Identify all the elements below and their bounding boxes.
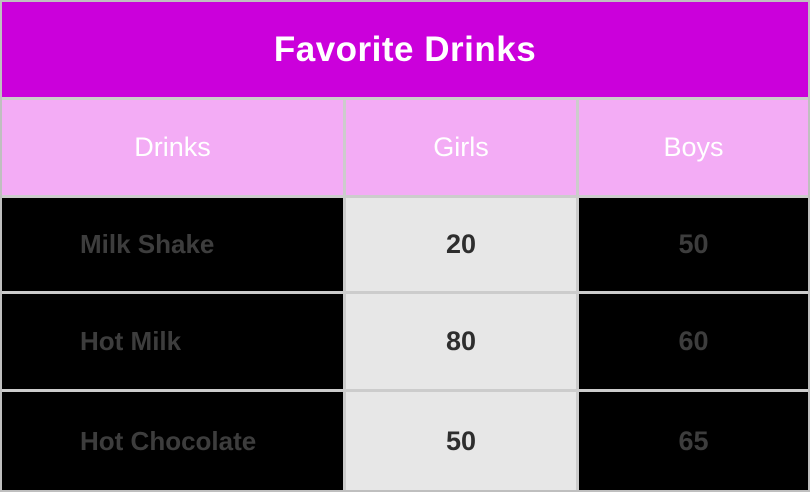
- boys-value-cell: 60: [579, 294, 808, 389]
- drink-name-cell: Hot Milk: [2, 294, 343, 389]
- column-header-drinks: Drinks: [2, 100, 343, 195]
- girls-value-cell: 80: [346, 294, 576, 389]
- column-header-girls: Girls: [346, 100, 576, 195]
- boys-value-cell: 65: [579, 392, 808, 490]
- girls-value-cell: 20: [346, 198, 576, 291]
- drink-name-cell: Milk Shake: [2, 198, 343, 291]
- drink-name-cell: Hot Chocolate: [2, 392, 343, 490]
- boys-value-cell: 50: [579, 198, 808, 291]
- girls-value-cell: 50: [346, 392, 576, 490]
- column-header-boys: Boys: [579, 100, 808, 195]
- table-title: Favorite Drinks: [2, 2, 808, 97]
